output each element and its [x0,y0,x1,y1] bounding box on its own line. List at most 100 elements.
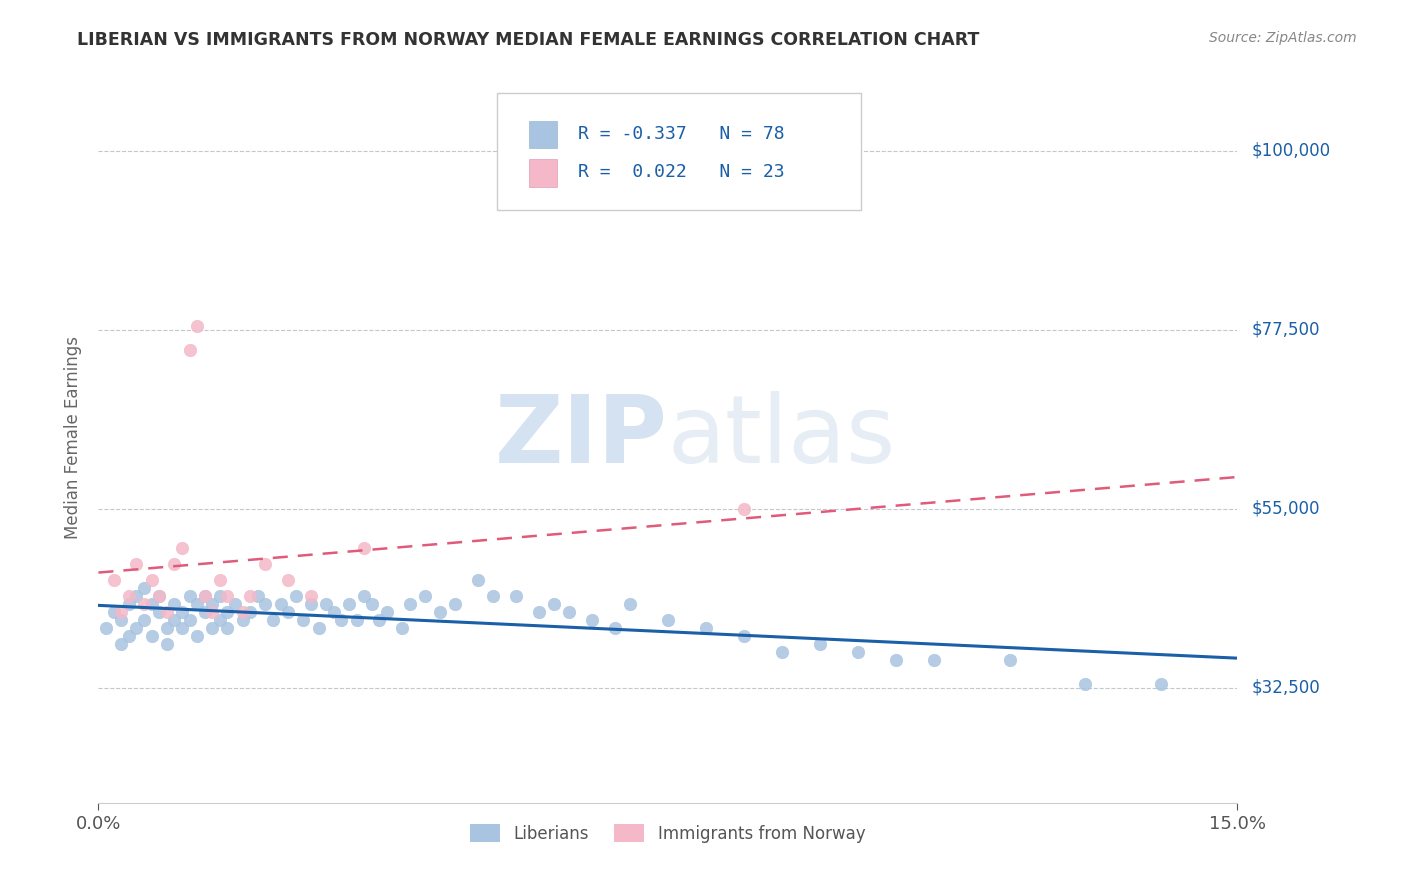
Point [186,318,208,333]
Point [346,613,368,627]
Point [277,573,299,587]
Point [657,613,679,627]
Text: R =  0.022   N = 23: R = 0.022 N = 23 [578,163,785,181]
Point [201,621,224,635]
Point [186,597,208,611]
Point [884,653,907,667]
Point [262,613,284,627]
Point [846,645,869,659]
Point [148,605,170,619]
Point [156,637,179,651]
Point [398,597,420,611]
Point [619,597,641,611]
Text: $77,500: $77,500 [1251,321,1320,339]
Point [201,597,224,611]
Point [413,589,436,603]
Point [299,589,322,603]
Point [217,589,239,603]
Point [808,637,831,651]
Point [232,605,254,619]
Point [292,613,315,627]
Point [132,581,155,595]
Point [254,597,277,611]
FancyBboxPatch shape [498,94,862,211]
Point [94,621,117,635]
Point [163,597,186,611]
Point [125,621,148,635]
Point [132,613,155,627]
Point [375,605,398,619]
Point [505,589,527,603]
Point [733,501,755,516]
Point [103,573,125,587]
Point [194,605,217,619]
Point [998,653,1021,667]
Point [194,589,217,603]
Point [170,541,193,556]
Point [467,573,489,587]
Text: ZIP: ZIP [495,391,668,483]
Point [179,589,201,603]
Point [232,613,254,627]
Point [543,597,565,611]
Point [148,589,170,603]
Point [110,613,132,627]
Point [770,645,793,659]
Point [429,605,451,619]
Point [217,621,239,635]
Point [603,621,626,635]
Y-axis label: Median Female Earnings: Median Female Earnings [65,335,83,539]
Point [254,558,277,572]
Point [482,589,505,603]
Point [110,637,132,651]
Point [118,589,141,603]
Text: Source: ZipAtlas.com: Source: ZipAtlas.com [1209,31,1357,45]
Point [224,597,246,611]
Point [322,605,344,619]
Point [194,589,217,603]
Point [733,629,755,643]
Point [315,597,337,611]
Point [118,629,141,643]
Point [163,558,186,572]
Point [360,597,382,611]
Point [299,597,322,611]
Point [695,621,717,635]
Point [353,589,375,603]
Point [353,541,375,556]
Text: atlas: atlas [668,391,896,483]
Point [132,597,155,611]
FancyBboxPatch shape [529,120,557,148]
Point [125,558,148,572]
Point [186,629,208,643]
Point [141,597,163,611]
Point [444,597,467,611]
Point [391,621,413,635]
Point [330,613,353,627]
FancyBboxPatch shape [529,160,557,187]
Point [208,613,231,627]
Point [170,621,193,635]
Point [148,589,170,603]
Point [337,597,360,611]
Point [277,605,299,619]
Point [118,597,141,611]
Point [1074,676,1097,690]
Point [110,605,132,619]
Point [217,605,239,619]
Legend: Liberians, Immigrants from Norway: Liberians, Immigrants from Norway [464,818,872,849]
Point [208,573,231,587]
Point [368,613,391,627]
Point [922,653,945,667]
Text: $32,500: $32,500 [1251,679,1320,697]
Point [201,605,224,619]
Text: $100,000: $100,000 [1251,142,1330,160]
Point [527,605,550,619]
Point [1150,676,1173,690]
Point [270,597,292,611]
Point [239,589,262,603]
Point [246,589,269,603]
Point [125,589,148,603]
Text: LIBERIAN VS IMMIGRANTS FROM NORWAY MEDIAN FEMALE EARNINGS CORRELATION CHART: LIBERIAN VS IMMIGRANTS FROM NORWAY MEDIA… [77,31,980,49]
Point [179,613,201,627]
